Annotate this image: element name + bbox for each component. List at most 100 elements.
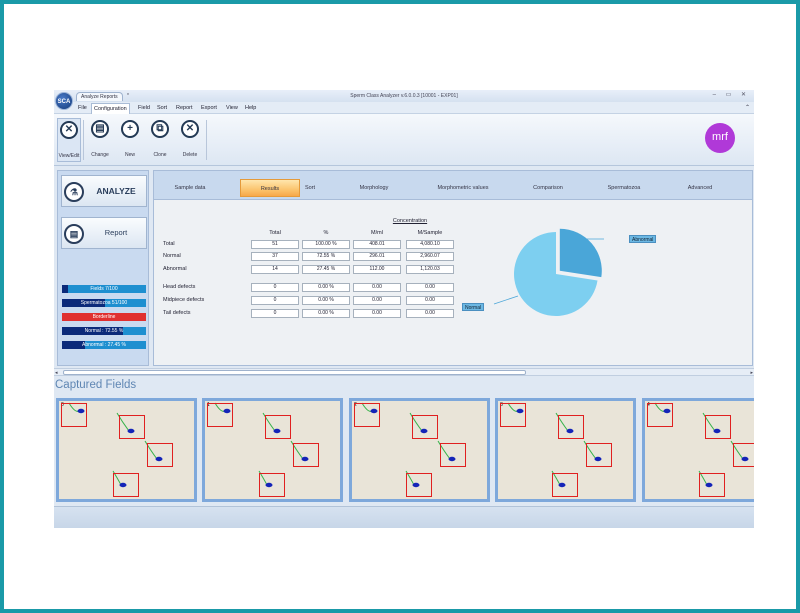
menu-export[interactable]: Export [201, 105, 217, 111]
menu-report[interactable]: Report [176, 105, 193, 111]
report-button[interactable]: ▤ Report [61, 217, 147, 249]
scroll-right-icon[interactable]: ▸ [750, 370, 753, 376]
table-cell: 0.00 [406, 309, 454, 318]
table-cell: 0.00 % [302, 296, 350, 305]
status-bar: Abnormal : 27.45 % [62, 341, 146, 349]
scroll-thumb[interactable] [63, 370, 526, 375]
frame: Analyze Reports * Sperm Class Analyzer v… [4, 4, 796, 609]
sperm-head [77, 408, 85, 414]
sperm-tail [437, 440, 451, 460]
row-label: Tail defects [163, 310, 191, 316]
table-cell: 0 [251, 296, 299, 305]
new-label: New [124, 152, 135, 158]
table-cell: 0.00 [406, 283, 454, 292]
table-cell: 0.00 % [302, 283, 350, 292]
table-cell: 296.01 [353, 252, 401, 261]
clone-button[interactable]: ⧉ Clone [148, 118, 172, 162]
ribbon-divider [206, 120, 207, 160]
menu-help[interactable]: Help [245, 105, 257, 111]
captured-field-thumbnail[interactable]: 2 [349, 398, 490, 502]
view-edit-label: View/Edit [58, 153, 80, 159]
window-title: Sperm Class Analyzer v.6.0.0.3 [10001 - … [350, 93, 458, 99]
captured-field-thumbnail[interactable]: 1 [202, 398, 343, 502]
sperm-tail [409, 412, 423, 432]
captured-field-thumbnail[interactable]: 0 [56, 398, 197, 502]
sperm-drawing [214, 402, 309, 488]
report-label: Report [104, 228, 128, 237]
sperm-head [370, 408, 378, 414]
results-box: Concentration Total% M/ml M/Sample Total 51 1… [154, 199, 752, 365]
clone-icon: ⧉ [151, 120, 169, 138]
change-button[interactable]: ▤ Change [88, 118, 112, 162]
tab-results[interactable]: Results [240, 179, 300, 197]
field-number: 4 [647, 402, 650, 408]
sperm-head [741, 456, 749, 462]
change-label: Change [91, 152, 109, 158]
delete-button[interactable]: ✕ Delete [178, 118, 202, 162]
sperm-tail [555, 412, 569, 432]
tab-sort[interactable]: Sort [304, 185, 316, 191]
menu-view[interactable]: View [226, 105, 238, 111]
menu-field[interactable]: Field [138, 105, 150, 111]
tab-morphometric-values[interactable]: Morphometric values [437, 185, 489, 191]
sperm-head [119, 482, 127, 488]
captured-field-thumbnail[interactable]: 3 [495, 398, 636, 502]
field-number: 3 [500, 402, 503, 408]
captured-field-thumbnail[interactable]: 4 [642, 398, 754, 502]
column-header: M/ml [371, 230, 383, 236]
document-tab-marker: * [127, 93, 129, 99]
collapse-ribbon-icon[interactable]: ⌃ [744, 105, 750, 111]
pie-slice-abnormal [559, 228, 602, 278]
tab-advanced[interactable]: Advanced [687, 185, 713, 191]
left-panel: ⚗ ANALYZE ▤ Report Fields 7/100 Spermatoz… [57, 170, 149, 366]
table-cell: 1,120.03 [406, 265, 454, 274]
sperm-tail [702, 412, 716, 432]
window-controls[interactable]: – ▭ ✕ [712, 92, 750, 98]
new-button[interactable]: + New [118, 118, 142, 162]
app-logo-icon[interactable]: SCA [55, 92, 73, 110]
menu-configuration[interactable]: Configuration [91, 103, 130, 114]
table-cell: 100.00 % [302, 240, 350, 249]
detection-box [500, 403, 526, 427]
tab-comparison[interactable]: Comparison [533, 185, 563, 191]
menu-file[interactable]: File [78, 105, 87, 111]
results-panel: Sample data Results Sort Morphology Morphome… [153, 170, 753, 366]
detection-box [699, 473, 725, 497]
scroll-left-icon[interactable]: ◂ [55, 370, 58, 376]
detection-box [265, 415, 291, 439]
table-cell: 51 [251, 240, 299, 249]
tab-sample-data[interactable]: Sample data [174, 185, 206, 191]
detection-box [113, 473, 139, 497]
sperm-head [301, 456, 309, 462]
status-bar-fill [62, 327, 123, 335]
document-tab[interactable]: Analyze Reports [76, 92, 123, 101]
analyze-button[interactable]: ⚗ ANALYZE [61, 175, 147, 207]
sperm-drawing [68, 402, 163, 488]
tab-spermatozoa[interactable]: Spermatozoa [607, 185, 641, 191]
field-number: 0 [61, 402, 64, 408]
row-label: Abnormal [163, 266, 187, 272]
table-cell: 2,960.07 [406, 252, 454, 261]
field-number: 2 [354, 402, 357, 408]
tab-morphology[interactable]: Morphology [359, 185, 389, 191]
sperm-tail [730, 440, 744, 460]
sperm-tail [144, 440, 158, 460]
detection-box [552, 473, 578, 497]
pie-slice-normal [514, 232, 598, 316]
captured-fields-title: Captured Fields [55, 379, 137, 391]
view-edit-button[interactable]: ✕ View/Edit [57, 118, 81, 162]
table-cell: 27.45 % [302, 265, 350, 274]
title-bar: Analyze Reports * Sperm Class Analyzer v… [54, 90, 754, 102]
status-bar-text: Spermatozoa 51/100 [80, 300, 128, 306]
field-number: 1 [207, 402, 210, 408]
menu-sort[interactable]: Sort [157, 105, 168, 111]
table-cell: 0.00 [406, 296, 454, 305]
detection-box [705, 415, 731, 439]
sperm-head [155, 456, 163, 462]
detection-box [207, 403, 233, 427]
horizontal-scrollbar[interactable]: ◂ ▸ [54, 368, 754, 376]
sperm-head [420, 428, 428, 434]
ribbon-divider [83, 120, 84, 160]
tools-icon: ✕ [60, 121, 78, 139]
status-bar-text: Normal : 72.55 % [84, 328, 124, 334]
